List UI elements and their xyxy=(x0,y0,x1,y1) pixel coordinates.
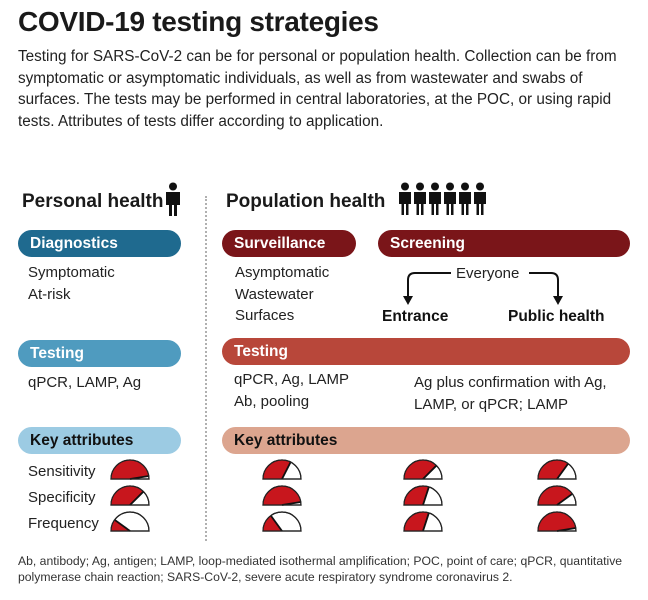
sensitivity-gauge-population-3 xyxy=(537,459,577,480)
diagnostics-list: Symptomatic At-risk xyxy=(28,262,115,305)
gauge-needle xyxy=(422,486,430,506)
gauge-needle xyxy=(556,493,573,506)
frequency-gauge-personal xyxy=(110,511,150,532)
surveillance-item: Wastewater xyxy=(235,285,314,303)
attribute-label-frequency: Frequency xyxy=(28,515,99,532)
population-health-heading: Population health xyxy=(226,191,386,212)
diagnostics-item: At-risk xyxy=(28,285,71,303)
method-line: LAMP, or qPCR; LAMP xyxy=(414,395,568,413)
gauge-needle xyxy=(281,461,292,480)
intro-text: Testing for SARS-CoV-2 can be for person… xyxy=(18,48,617,130)
person-icon xyxy=(166,182,180,216)
gauge-fill xyxy=(404,486,429,505)
screening-public-health-label: Public health xyxy=(508,308,605,325)
diagnostics-pill: Diagnostics xyxy=(18,230,181,257)
surveillance-testing-methods: qPCR, Ag, LAMP Ab, pooling xyxy=(234,369,349,412)
page-title: COVID-19 testing strategies xyxy=(18,6,379,37)
gauge-outline xyxy=(403,459,443,480)
gauge-fill xyxy=(263,515,282,531)
sensitivity-gauge-population-2 xyxy=(403,459,443,480)
surveillance-item: Asymptomatic xyxy=(235,264,330,281)
method-line: Ag plus confirmation with Ag, xyxy=(414,374,607,391)
gauge-fill xyxy=(404,512,429,531)
gauge-fill xyxy=(538,485,573,505)
gauge-outline xyxy=(403,511,443,532)
gauge-needle xyxy=(129,490,145,506)
gauge-needle xyxy=(422,512,430,532)
gauge-outline xyxy=(262,485,302,506)
diagnostics-item: Symptomatic xyxy=(28,264,115,281)
personal-health-heading: Personal health xyxy=(22,191,164,212)
frequency-gauge-population-2 xyxy=(403,511,443,532)
footnote: Ab, antibody; Ag, antigen; LAMP, loop-me… xyxy=(18,554,623,584)
specificity-gauge-personal xyxy=(110,485,150,506)
sensitivity-gauge-population-1 xyxy=(262,459,302,480)
specificity-gauge-population-3 xyxy=(537,485,577,506)
gauge-needle xyxy=(270,515,283,532)
surveillance-pill: Surveillance xyxy=(222,230,356,257)
gauge-fill xyxy=(538,459,569,479)
gauge-outline xyxy=(403,485,443,506)
screening-split-arrows xyxy=(403,272,563,305)
gauge-needle xyxy=(422,464,438,480)
specificity-gauge-population-1 xyxy=(262,485,302,506)
gauge-outline xyxy=(262,511,302,532)
gauge-outline xyxy=(262,459,302,480)
method-line: Ab, pooling xyxy=(234,392,310,410)
gauge-outline xyxy=(537,485,577,506)
surveillance-list: Asymptomatic Wastewater Surfaces xyxy=(235,262,329,327)
gauge-needle xyxy=(114,519,131,532)
surveillance-item: Surfaces xyxy=(235,307,295,324)
attribute-label-sensitivity: Sensitivity xyxy=(28,463,96,480)
screening-pill: Screening xyxy=(378,230,630,257)
screening-everyone-label: Everyone xyxy=(456,265,520,282)
gauge-outline xyxy=(537,511,577,532)
method-line: qPCR, Ag, LAMP xyxy=(234,371,350,388)
specificity-gauge-population-2 xyxy=(403,485,443,506)
column-divider xyxy=(205,196,207,541)
frequency-gauge-population-3 xyxy=(537,511,577,532)
gauge-outline xyxy=(537,459,577,480)
population-key-attributes-pill: Key attributes xyxy=(222,427,630,454)
gauge-outline xyxy=(110,485,150,506)
gauge-fill xyxy=(538,511,576,531)
gauge-fill xyxy=(110,459,149,479)
frequency-gauge-population-1 xyxy=(262,511,302,532)
population-testing-pill: Testing xyxy=(222,338,630,365)
personal-key-attributes-pill: Key attributes xyxy=(18,427,181,454)
gauge-fill xyxy=(110,485,144,505)
screening-testing-methods: Ag plus confirmation with Ag, LAMP, or q… xyxy=(414,372,607,415)
sensitivity-gauge-personal xyxy=(110,459,150,480)
gauge-needle xyxy=(556,463,569,480)
personal-testing-methods: qPCR, LAMP, Ag xyxy=(28,374,142,391)
gauge-fill xyxy=(262,485,301,505)
gauge-outline xyxy=(110,511,150,532)
attribute-label-specificity: Specificity xyxy=(28,489,96,506)
gauge-fill xyxy=(403,459,437,479)
screening-entrance-label: Entrance xyxy=(382,308,449,325)
personal-testing-pill: Testing xyxy=(18,340,181,367)
gauge-outline xyxy=(110,459,150,480)
people-group-icon xyxy=(399,182,486,215)
